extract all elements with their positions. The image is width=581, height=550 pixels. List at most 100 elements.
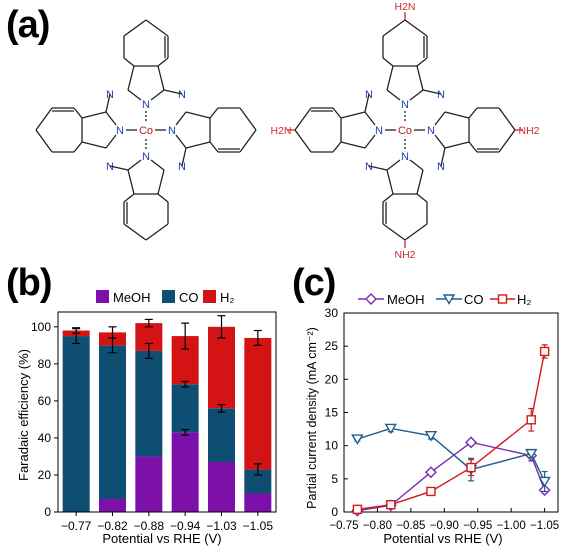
bar-chart-frame	[57, 311, 277, 513]
y-tick-label: 60	[38, 394, 52, 408]
data-point-co	[351, 434, 364, 445]
bond	[409, 159, 424, 171]
bond	[239, 107, 257, 131]
amine-substituent-label: H2N	[394, 1, 415, 13]
x-tick-label: −0.88	[134, 519, 165, 533]
bond	[123, 57, 135, 67]
bond	[209, 141, 219, 153]
bond	[127, 169, 135, 195]
pyrrole-nitrogen-label: N	[116, 125, 124, 137]
bond	[123, 223, 147, 241]
bond	[73, 141, 83, 153]
bond	[81, 111, 107, 119]
line-chart-series	[351, 344, 551, 517]
bond	[386, 159, 401, 171]
bond	[294, 129, 312, 153]
y-tick-label: 25	[325, 339, 339, 353]
bond	[127, 65, 135, 91]
y-tick-label: 0	[331, 505, 338, 519]
bond	[332, 141, 342, 153]
bond	[185, 141, 211, 149]
bar-meoh-4	[208, 462, 235, 512]
bond	[145, 223, 169, 241]
pyrrole-nitrogen-label: N	[427, 125, 435, 137]
bond	[444, 141, 470, 149]
x-tick-label: −1.00	[497, 520, 526, 532]
bond	[444, 111, 470, 119]
bridge-bond	[163, 89, 183, 95]
bond	[340, 141, 366, 149]
meso-nitrogen-label: N	[178, 89, 186, 101]
data-point-h2	[352, 504, 363, 515]
bridge-bond	[368, 165, 388, 171]
data-point-meoh	[424, 466, 437, 479]
pyrrole-nitrogen-label: N	[142, 151, 150, 163]
y-tick-label: 20	[38, 468, 52, 482]
bond	[157, 169, 165, 195]
bond	[409, 89, 424, 101]
pyrrole-nitrogen-label: N	[142, 99, 150, 111]
phthalocyanine-plain: CoNNNNNNNN	[35, 19, 257, 241]
bar-co-2	[135, 350, 163, 457]
bond	[127, 89, 142, 101]
amine-substituent-label: H2N	[270, 125, 291, 137]
data-point-h2	[466, 462, 476, 473]
x-tick-label: −1.05	[530, 520, 559, 532]
bar-co-4	[208, 408, 235, 462]
bond	[239, 129, 257, 153]
cobalt-atom-label: Co	[139, 125, 153, 137]
bond	[150, 89, 165, 101]
x-tick-label: −0.82	[97, 519, 128, 533]
bond	[123, 193, 135, 203]
bond	[105, 134, 117, 149]
legend-label-h2: H₂	[220, 290, 234, 305]
y-tick-label: 5	[331, 472, 338, 486]
bond	[81, 141, 107, 149]
bond	[382, 193, 394, 203]
phthalocyanine-amino: CoNNH2NNNNH2NNNH2NNH2N	[270, 1, 539, 261]
x-tick-label: −0.80	[363, 520, 392, 532]
bond	[35, 107, 53, 131]
bar-h2-4	[208, 326, 235, 409]
legend-label-meoh: MeOH	[387, 292, 425, 307]
bar-co-3	[171, 384, 199, 433]
legend-label-co: CO	[179, 290, 199, 305]
bond	[340, 111, 366, 119]
legend-marker-meoh	[365, 293, 377, 305]
bond	[416, 193, 428, 203]
panel-label-b: (b)	[6, 262, 53, 304]
y-tick-label: 20	[325, 372, 339, 386]
data-point-meoh	[465, 436, 478, 449]
bond	[127, 159, 142, 171]
bond	[386, 65, 394, 91]
x-tick-label: −1.05	[243, 519, 274, 533]
bar-co-0	[62, 336, 90, 512]
bar-chart-ylabel: Faradaic efficiency (%)	[16, 349, 31, 481]
data-point-co	[538, 476, 551, 488]
y-tick-label: 30	[325, 306, 339, 320]
y-tick-label: 100	[31, 320, 51, 334]
x-tick-label: −0.77	[61, 519, 92, 533]
x-tick-label: −0.90	[430, 520, 459, 532]
meso-nitrogen-label: N	[437, 89, 445, 101]
meso-nitrogen-label: N	[106, 161, 114, 173]
bond	[382, 57, 394, 67]
bond	[105, 111, 117, 126]
data-point-co	[424, 431, 438, 442]
bond	[386, 89, 401, 101]
bond	[175, 134, 187, 149]
bond	[123, 19, 147, 37]
data-point-h2	[539, 346, 550, 357]
y-tick-label: 10	[325, 439, 339, 453]
data-point-h2	[426, 486, 436, 497]
bond	[185, 111, 211, 119]
series-line-co	[357, 427, 546, 482]
bridge-bond	[181, 147, 187, 167]
data-point-co	[525, 448, 538, 460]
panel-label-c: (c)	[292, 262, 336, 304]
legend-label-co: CO	[464, 292, 484, 307]
legend-marker-h2	[497, 294, 508, 304]
